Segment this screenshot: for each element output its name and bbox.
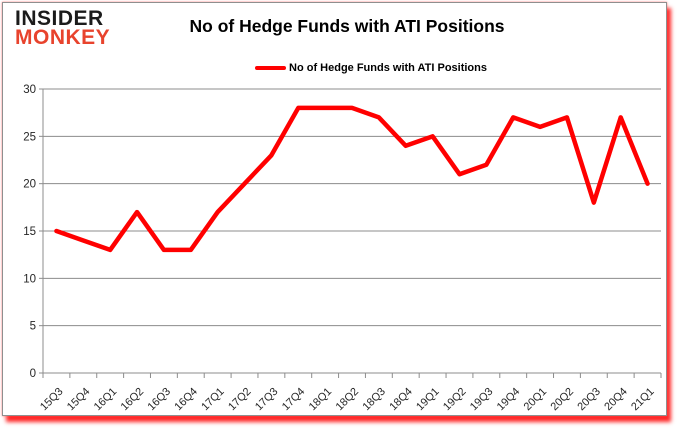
x-tick-label: 16Q1 (92, 386, 120, 414)
x-tick-label: 19Q2 (441, 386, 469, 414)
insider-monkey-logo: INSIDER MONKEY (15, 7, 111, 50)
x-tick-label: 16Q3 (146, 386, 174, 414)
x-tick-label: 21Q1 (629, 386, 657, 414)
y-tick-label: 10 (23, 273, 36, 285)
x-tick-label: 18Q1 (307, 386, 335, 414)
y-tick-label: 5 (30, 321, 36, 333)
x-tick-label: 20Q4 (602, 386, 630, 414)
x-tick-label: 16Q2 (119, 386, 147, 414)
x-tick-label: 19Q4 (495, 386, 523, 414)
legend-line-swatch (255, 66, 286, 70)
x-tick-label: 20Q1 (522, 386, 550, 414)
y-tick-label: 30 (23, 84, 36, 96)
x-tick-label: 18Q3 (360, 386, 388, 414)
chart-frame: INSIDER MONKEY No of Hedge Funds with AT… (2, 2, 667, 416)
logo-line2: MONKEY (15, 26, 111, 50)
x-tick-label: 15Q4 (65, 386, 93, 414)
x-tick-label: 17Q4 (280, 386, 308, 414)
legend: No of Hedge Funds with ATI Positions (255, 62, 487, 74)
series-line (54, 105, 650, 253)
x-tick-label: 18Q4 (387, 386, 415, 414)
chart-plot: 0 5 10 15 20 25 30 15Q3 15Q4 16Q1 16Q2 16Q3 16Q4 17Q1… (23, 84, 662, 414)
legend-label: No of Hedge Funds with ATI Positions (289, 62, 487, 74)
y-tick-label: 20 (23, 179, 36, 191)
x-tick-label: 19Q1 (414, 386, 442, 414)
x-tick-label: 16Q4 (172, 386, 200, 414)
x-tick-label: 17Q1 (199, 386, 227, 414)
x-tick-label: 18Q2 (334, 386, 362, 414)
x-tick-label: 17Q2 (226, 386, 254, 414)
y-tick-label: 0 (30, 368, 36, 380)
x-tick-label: 20Q2 (549, 386, 577, 414)
chart-title: No of Hedge Funds with ATI Positions (189, 16, 505, 36)
y-tick-label: 15 (23, 226, 36, 238)
x-tick-label: 17Q3 (253, 386, 281, 414)
x-tick-label: 19Q3 (468, 386, 496, 414)
x-tick-label: 20Q3 (575, 386, 603, 414)
logo-line1: INSIDER (15, 7, 104, 30)
y-tick-label: 25 (23, 131, 36, 143)
x-tick-label: 15Q3 (38, 386, 66, 414)
